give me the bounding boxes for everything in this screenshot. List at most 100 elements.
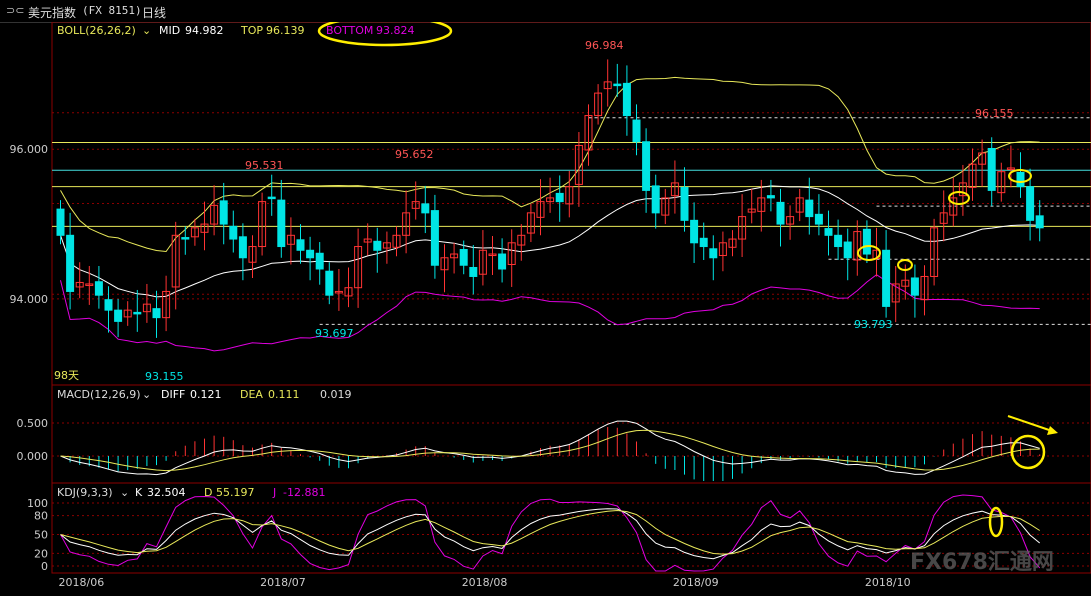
- candle-body: [344, 287, 353, 297]
- macd-diff-line: [60, 420, 1040, 476]
- candle-body: [939, 212, 948, 224]
- candle-body: [1035, 215, 1044, 229]
- candle-body: [75, 281, 84, 288]
- days-label: 98天: [54, 369, 79, 382]
- candle-body: [834, 234, 843, 248]
- candle-body: [1016, 171, 1025, 188]
- kdj-d-line: [60, 509, 1040, 555]
- candle-body: [843, 241, 852, 259]
- arrow-swap-icon[interactable]: ⊃⊂: [6, 4, 25, 17]
- candle-body: [315, 252, 324, 270]
- kdj-d-value: 55.197: [216, 486, 255, 499]
- kdj-tick-label: 100: [27, 497, 48, 510]
- candle-body: [469, 266, 478, 277]
- candle-body: [507, 242, 516, 265]
- kdj-label[interactable]: KDJ(9,3,3): [57, 486, 113, 499]
- period-selector[interactable]: 日线: [142, 6, 167, 20]
- boll-bottom-line: [60, 274, 1040, 352]
- arrow-head-icon: [1047, 426, 1058, 435]
- candle-body: [430, 210, 439, 266]
- annotation-peak: 96.984: [585, 39, 624, 52]
- candle-body: [728, 238, 737, 248]
- candle-body: [738, 216, 747, 240]
- macd-dea-label: DEA: [240, 388, 263, 401]
- candle-body: [805, 199, 814, 218]
- candle-body: [210, 204, 219, 225]
- annotation-high-3: 96.155: [975, 107, 1014, 120]
- candle-body: [66, 234, 75, 292]
- candle-body: [200, 223, 209, 233]
- candle-body: [258, 201, 267, 248]
- boll-label[interactable]: BOLL(26,26,2): [57, 24, 136, 37]
- kdj-tick-label: 50: [34, 529, 48, 542]
- x-tick-label: 2018/06: [59, 576, 105, 589]
- candle-body: [152, 308, 161, 319]
- candle-body: [642, 141, 651, 191]
- candle-body: [584, 115, 593, 151]
- highlight-circle: [1008, 169, 1032, 183]
- candle-body: [286, 234, 295, 245]
- macd-label[interactable]: MACD(12,26,9): [57, 388, 141, 401]
- candle-body: [699, 237, 708, 248]
- candle-body: [181, 237, 190, 240]
- candle-body: [795, 197, 804, 213]
- candle-body: [632, 119, 641, 143]
- candle-body: [613, 83, 622, 87]
- macd-dea-value: 0.111: [268, 388, 300, 401]
- candle-body: [651, 185, 660, 214]
- candle-body: [546, 197, 555, 203]
- candle-body: [354, 246, 363, 289]
- kdj-tick-label: 0: [41, 560, 48, 573]
- candle-body: [411, 201, 420, 209]
- candle-body: [709, 248, 718, 259]
- candle-body: [238, 236, 247, 259]
- candle-body: [670, 182, 679, 197]
- candle-body: [565, 186, 574, 205]
- candle-body: [229, 225, 238, 240]
- candle-body: [478, 249, 487, 275]
- boll-top-line: [60, 76, 1040, 253]
- candle-body: [142, 303, 151, 313]
- macd-diff-value: 0.121: [190, 388, 222, 401]
- candle-body: [133, 311, 142, 315]
- candle-body: [306, 249, 315, 259]
- candle-body: [824, 228, 833, 236]
- candle-body: [392, 234, 401, 248]
- x-tick-label: 2018/09: [673, 576, 719, 589]
- candle-body: [968, 163, 977, 188]
- kdj-tick-label: 20: [34, 547, 48, 560]
- candle-body: [296, 239, 305, 251]
- chevron-down-icon[interactable]: ⌄: [142, 388, 151, 401]
- watermark: FX678汇通网: [910, 550, 1054, 575]
- candle-body: [373, 240, 382, 251]
- chevron-down-icon[interactable]: ⌄: [142, 24, 151, 37]
- highlight-circle: [317, 22, 453, 47]
- candle-body: [978, 152, 987, 165]
- highlight-circle: [1010, 434, 1046, 470]
- candle-body: [459, 249, 468, 266]
- candle-body: [363, 238, 372, 243]
- candle-body: [526, 212, 535, 234]
- candle-body: [325, 270, 334, 296]
- candle-body: [661, 197, 670, 216]
- candle-body: [747, 208, 756, 213]
- candle-body: [421, 203, 430, 214]
- chevron-down-icon[interactable]: ⌄: [120, 486, 129, 499]
- highlight-circle: [948, 191, 970, 205]
- candle-body: [891, 283, 900, 303]
- candle-body: [402, 212, 411, 236]
- candle-body: [901, 279, 910, 287]
- candle-body: [882, 249, 891, 307]
- kdj-j-label: J: [272, 486, 276, 499]
- candle-body: [56, 208, 65, 236]
- candle-body: [920, 275, 929, 301]
- candle-body: [853, 231, 862, 261]
- candle-body: [219, 200, 228, 225]
- boll-bottom-value: 93.824: [376, 24, 415, 37]
- candle-body: [930, 227, 939, 277]
- candle-body: [162, 290, 171, 319]
- x-tick-label: 2018/10: [865, 576, 911, 589]
- kdj-j-value: -12.881: [283, 486, 325, 499]
- instrument-title: 美元指数: [28, 6, 77, 20]
- boll-mid-label: MID: [159, 24, 180, 37]
